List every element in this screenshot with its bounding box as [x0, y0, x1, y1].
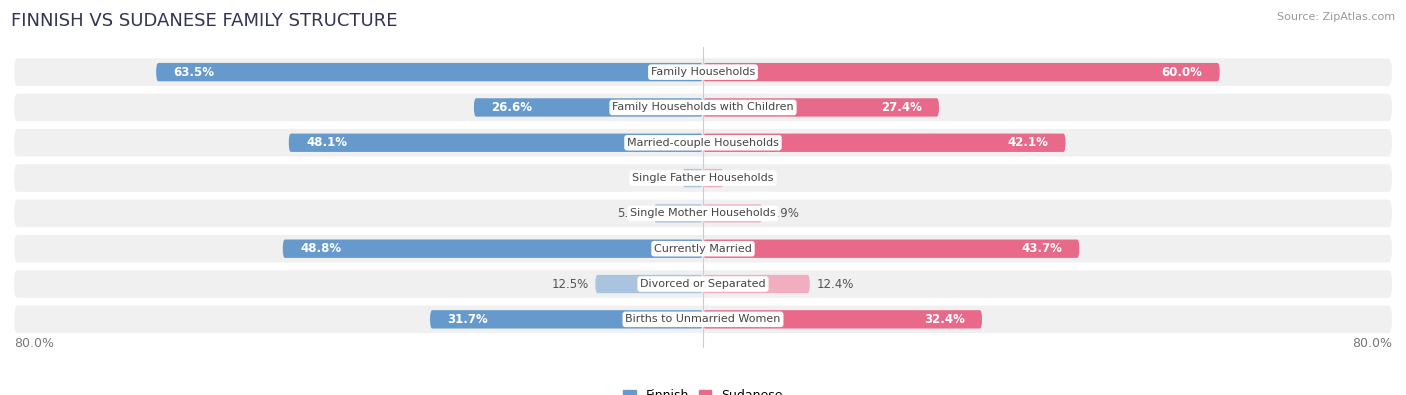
FancyBboxPatch shape: [14, 164, 1392, 192]
Text: 5.7%: 5.7%: [617, 207, 647, 220]
FancyBboxPatch shape: [283, 239, 703, 258]
FancyBboxPatch shape: [288, 134, 703, 152]
FancyBboxPatch shape: [14, 306, 1392, 333]
FancyBboxPatch shape: [14, 58, 1392, 86]
Text: FINNISH VS SUDANESE FAMILY STRUCTURE: FINNISH VS SUDANESE FAMILY STRUCTURE: [11, 12, 398, 30]
FancyBboxPatch shape: [703, 275, 810, 293]
FancyBboxPatch shape: [703, 204, 762, 222]
Text: 31.7%: 31.7%: [447, 313, 488, 326]
FancyBboxPatch shape: [14, 129, 1392, 156]
Text: 12.4%: 12.4%: [817, 278, 853, 291]
Text: 80.0%: 80.0%: [1353, 337, 1392, 350]
Text: 42.1%: 42.1%: [1008, 136, 1049, 149]
FancyBboxPatch shape: [595, 275, 703, 293]
Text: 63.5%: 63.5%: [173, 66, 214, 79]
FancyBboxPatch shape: [156, 63, 703, 81]
Text: Divorced or Separated: Divorced or Separated: [640, 279, 766, 289]
Text: Currently Married: Currently Married: [654, 244, 752, 254]
Text: Family Households with Children: Family Households with Children: [612, 102, 794, 113]
Text: 27.4%: 27.4%: [882, 101, 922, 114]
FancyBboxPatch shape: [703, 239, 1080, 258]
FancyBboxPatch shape: [14, 199, 1392, 227]
FancyBboxPatch shape: [703, 63, 1219, 81]
FancyBboxPatch shape: [14, 94, 1392, 121]
FancyBboxPatch shape: [14, 270, 1392, 298]
Text: Source: ZipAtlas.com: Source: ZipAtlas.com: [1277, 12, 1395, 22]
Text: Family Households: Family Households: [651, 67, 755, 77]
Text: 2.4%: 2.4%: [731, 171, 761, 184]
Text: 80.0%: 80.0%: [14, 337, 53, 350]
Text: Single Father Households: Single Father Households: [633, 173, 773, 183]
Text: 6.9%: 6.9%: [769, 207, 799, 220]
FancyBboxPatch shape: [474, 98, 703, 117]
Text: Married-couple Households: Married-couple Households: [627, 138, 779, 148]
Text: 48.8%: 48.8%: [299, 242, 342, 255]
Legend: Finnish, Sudanese: Finnish, Sudanese: [619, 384, 787, 395]
Text: 32.4%: 32.4%: [924, 313, 965, 326]
Text: 60.0%: 60.0%: [1161, 66, 1202, 79]
FancyBboxPatch shape: [703, 310, 981, 329]
Text: 43.7%: 43.7%: [1021, 242, 1062, 255]
FancyBboxPatch shape: [703, 134, 1066, 152]
Text: Single Mother Households: Single Mother Households: [630, 209, 776, 218]
FancyBboxPatch shape: [430, 310, 703, 329]
Text: Births to Unmarried Women: Births to Unmarried Women: [626, 314, 780, 324]
FancyBboxPatch shape: [682, 169, 703, 187]
FancyBboxPatch shape: [14, 235, 1392, 263]
FancyBboxPatch shape: [654, 204, 703, 222]
Text: 48.1%: 48.1%: [307, 136, 347, 149]
FancyBboxPatch shape: [703, 98, 939, 117]
Text: 12.5%: 12.5%: [551, 278, 589, 291]
Text: 2.4%: 2.4%: [645, 171, 675, 184]
Text: 26.6%: 26.6%: [491, 101, 531, 114]
FancyBboxPatch shape: [703, 169, 724, 187]
